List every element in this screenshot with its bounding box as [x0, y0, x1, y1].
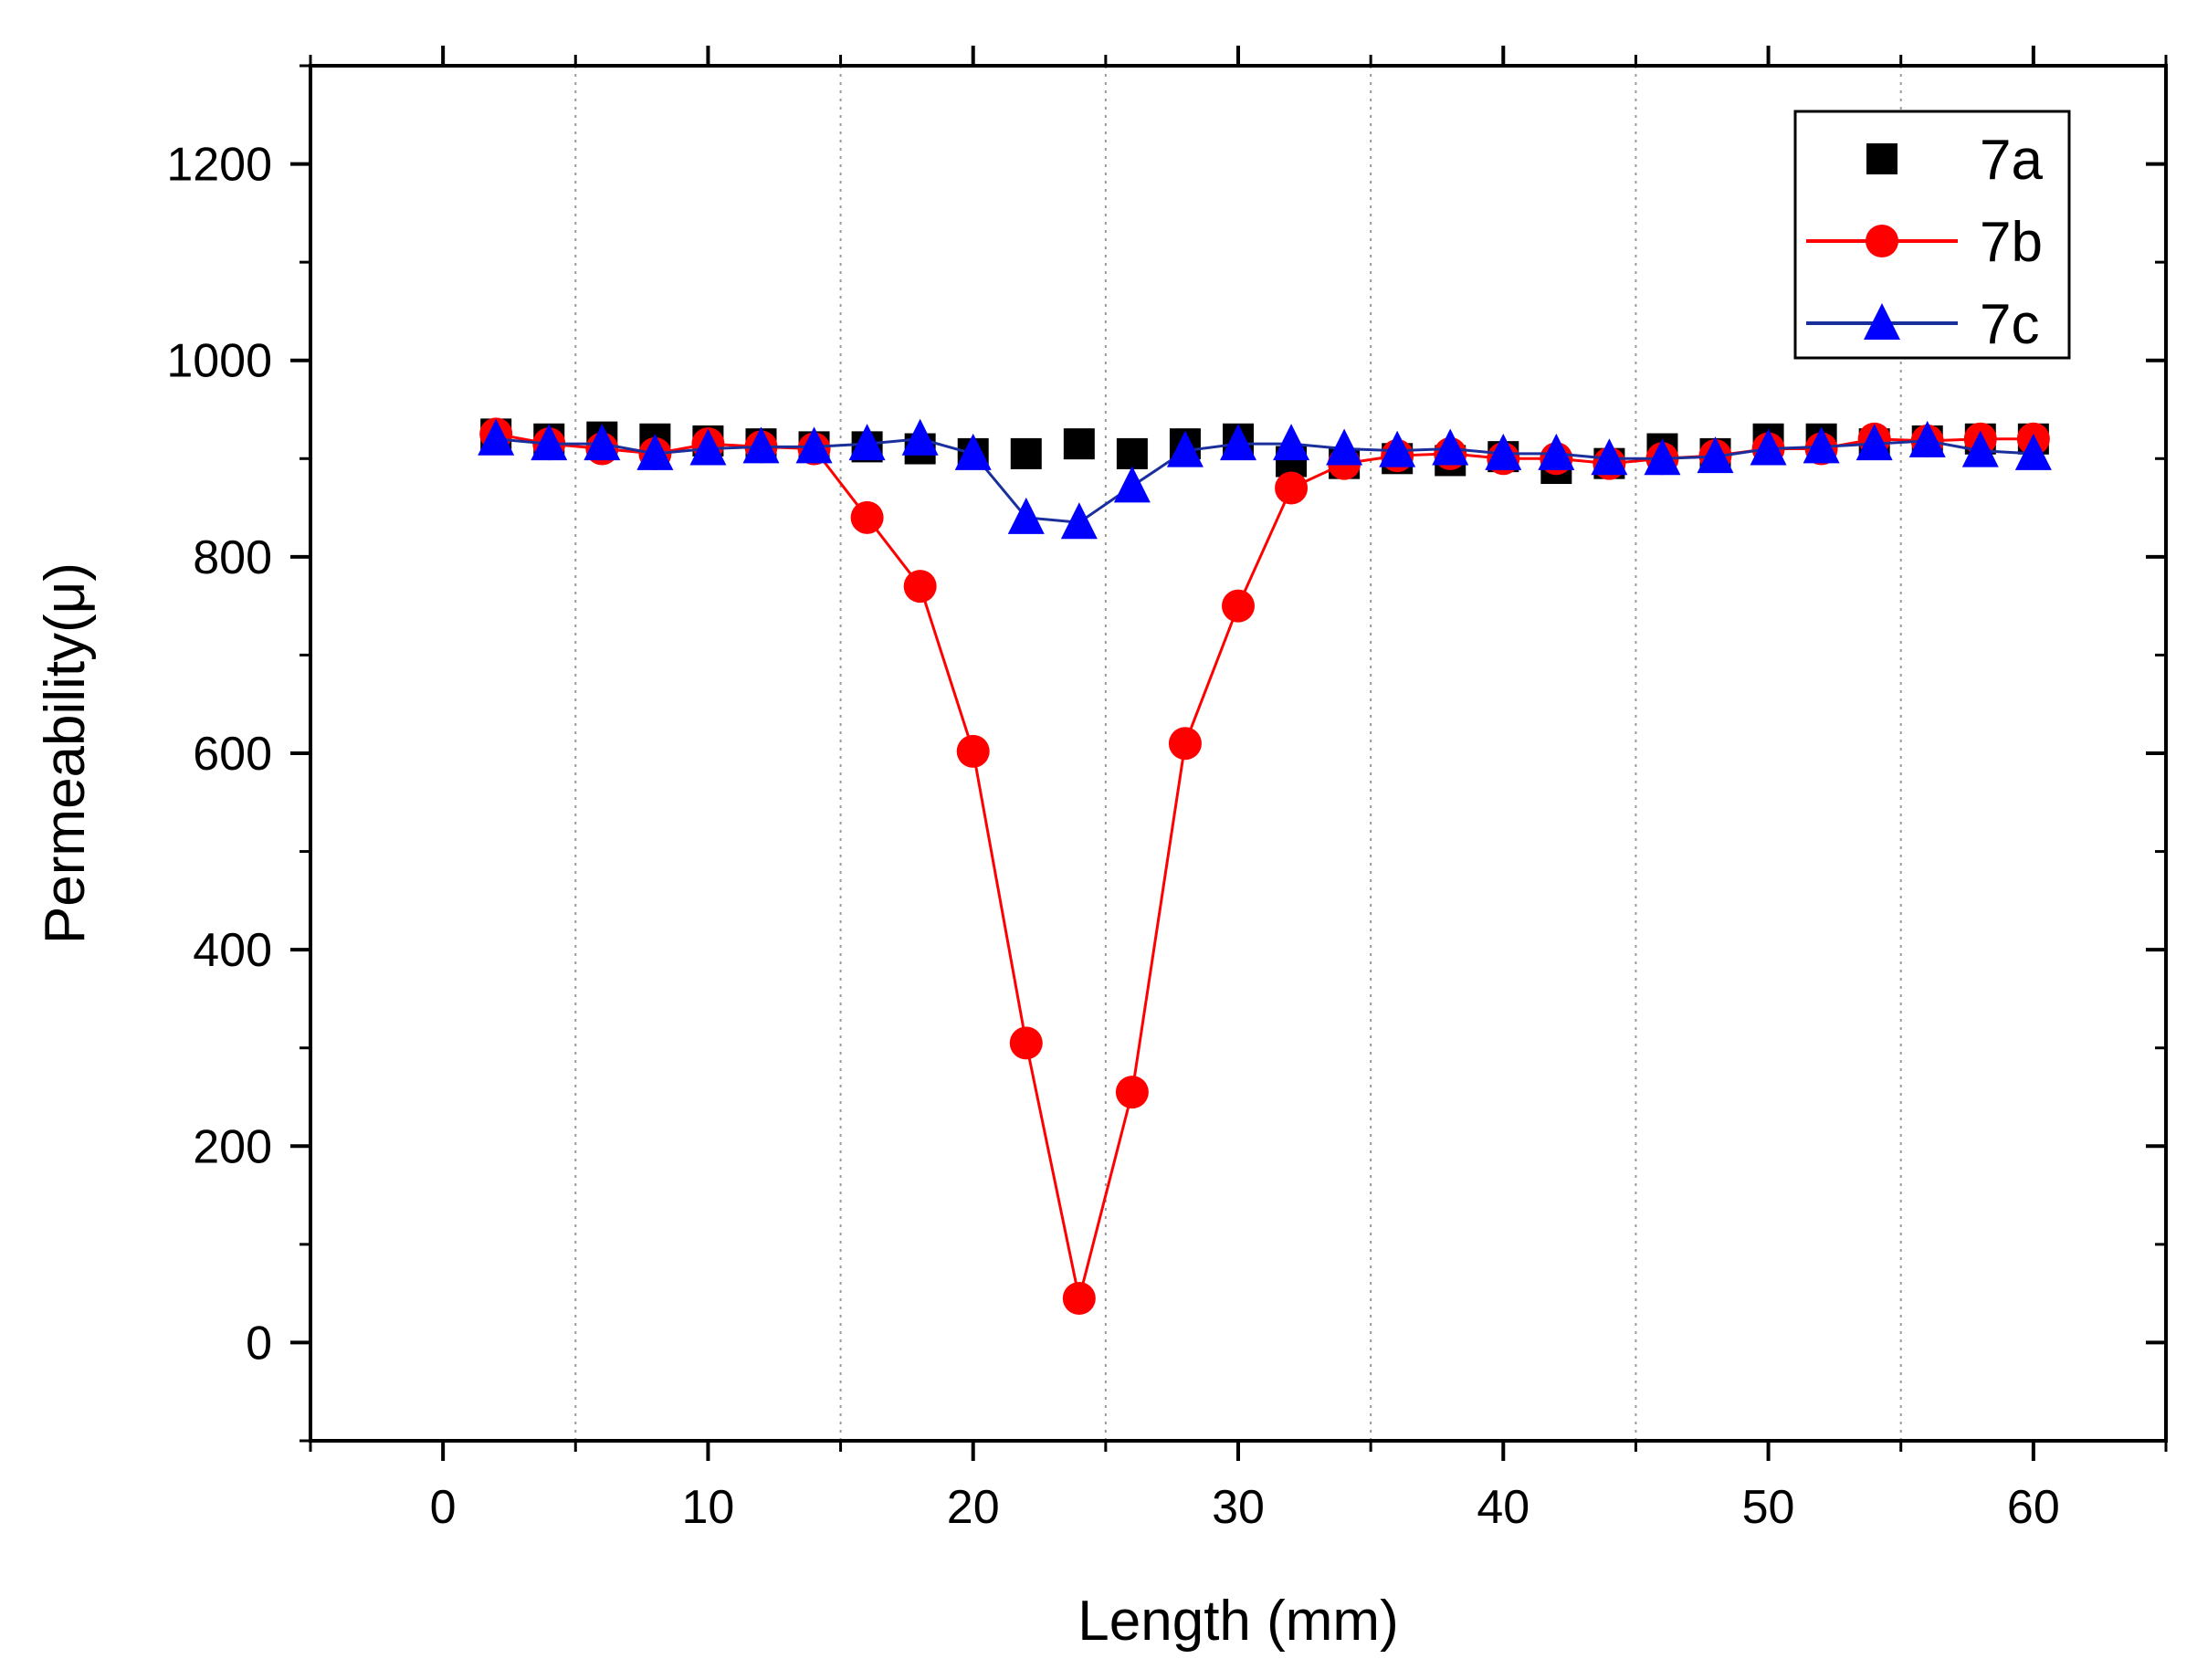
data-point-7b — [850, 500, 884, 534]
data-point-7b — [1168, 727, 1202, 761]
data-point-7c — [1379, 430, 1416, 467]
data-point-7c — [1803, 426, 1840, 464]
legend-marker-7a — [1866, 143, 1897, 174]
axis-ticks — [290, 46, 2168, 1461]
y-tick-label: 1200 — [166, 139, 272, 192]
data-point-7c — [1166, 430, 1204, 467]
data-point-7c — [1750, 428, 1787, 466]
data-point-7b — [956, 734, 990, 768]
x-tick-label: 50 — [1742, 1481, 1795, 1534]
data-point-7c — [583, 424, 621, 461]
data-point-7c — [1220, 424, 1256, 461]
data-point-7c — [1007, 497, 1045, 534]
legend-marker-7b — [1866, 225, 1898, 257]
data-point-7c — [1113, 466, 1151, 503]
data-point-7b — [1115, 1076, 1149, 1109]
data-point-7a — [1010, 437, 1042, 469]
x-tick-label: 60 — [2007, 1481, 2060, 1534]
data-point-7c — [1432, 428, 1469, 466]
data-point-7c — [1538, 433, 1575, 470]
y-axis-title: Permeability(μ) — [34, 562, 97, 944]
data-point-7c — [531, 424, 568, 461]
data-point-7b — [903, 570, 937, 604]
data-point-7c — [1855, 424, 1893, 461]
y-tick-label: 1000 — [166, 335, 272, 388]
data-point-7c — [848, 424, 886, 461]
data-point-7c — [636, 433, 674, 470]
x-tick-label: 10 — [682, 1481, 735, 1534]
series-layer — [478, 417, 2052, 1316]
data-point-7c — [1908, 420, 1946, 457]
data-point-7b — [1009, 1026, 1043, 1060]
legend-label-7c: 7c — [1980, 293, 2039, 356]
data-point-7c — [901, 418, 939, 456]
data-point-7c — [795, 426, 833, 464]
y-tick-label: 200 — [193, 1120, 272, 1173]
data-point-7c — [954, 433, 992, 470]
x-tick-label: 0 — [430, 1481, 457, 1534]
y-tick-label: 800 — [193, 531, 272, 584]
legend: 7a 7b 7c — [1793, 110, 2071, 360]
y-tick-label: 600 — [193, 728, 272, 781]
data-point-7c — [1326, 428, 1363, 466]
legend-box — [1793, 110, 2071, 360]
data-point-7c — [1273, 424, 1310, 461]
legend-label-7a: 7a — [1980, 129, 2043, 192]
y-tick-label: 0 — [246, 1317, 272, 1370]
data-point-7c — [1697, 436, 1734, 474]
data-point-7c — [742, 426, 780, 464]
data-point-7c — [1485, 433, 1522, 470]
legend-marker-7c — [1864, 303, 1900, 340]
series-7c — [478, 418, 2052, 540]
data-point-7c — [478, 418, 515, 456]
data-point-7b — [1222, 589, 1255, 623]
data-point-7c — [2014, 433, 2052, 470]
x-tick-label: 30 — [1212, 1481, 1265, 1534]
x-tick-label: 40 — [1477, 1481, 1529, 1534]
data-point-7c — [1591, 438, 1628, 476]
data-point-7c — [1060, 502, 1098, 540]
data-point-7c — [689, 428, 727, 466]
data-point-7c — [1961, 430, 1999, 467]
legend-label-7b: 7b — [1980, 211, 2043, 274]
data-point-7b — [1275, 471, 1309, 505]
data-point-7c — [1644, 438, 1681, 476]
x-axis-title: Length (mm) — [1077, 1590, 1398, 1653]
data-point-7a — [1063, 428, 1095, 460]
x-tick-label: 20 — [947, 1481, 1000, 1534]
data-point-7a — [1116, 437, 1148, 469]
data-point-7b — [1062, 1282, 1096, 1316]
y-tick-label: 400 — [193, 924, 272, 977]
